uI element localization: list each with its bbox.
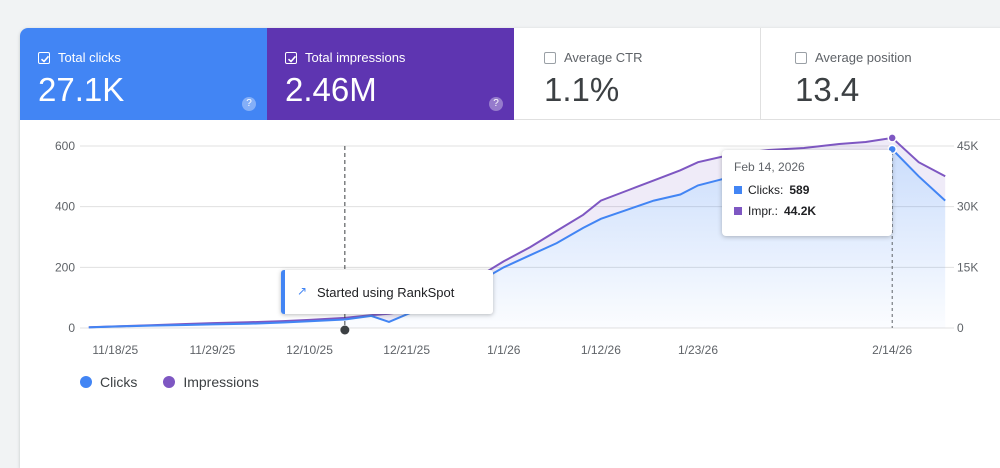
annotation-marker-dot <box>340 325 350 335</box>
checkbox-checked-icon[interactable] <box>38 52 50 64</box>
y-right-tick-label: 15K <box>957 260 978 274</box>
metric-average-ctr[interactable]: Average CTR 1.1% <box>514 28 761 120</box>
tooltip-impr-value: 44.2K <box>784 204 817 218</box>
legend-item-impressions[interactable]: Impressions <box>163 374 259 390</box>
metric-value: 2.46M <box>285 71 377 108</box>
metric-tabs: Total clicks 27.1K ? Total impressions 2… <box>20 28 1000 120</box>
metric-label: Total impressions <box>305 50 406 65</box>
metric-label: Average position <box>815 50 912 65</box>
clicks-dot-icon <box>80 376 92 388</box>
checkbox-unchecked-icon[interactable] <box>544 52 556 64</box>
metric-total-clicks[interactable]: Total clicks 27.1K ? <box>20 28 267 120</box>
help-icon[interactable]: ? <box>489 97 503 111</box>
chart-tooltip: Feb 14, 2026 Clicks: 589 Impr.: 44.2K <box>722 150 892 236</box>
y-left-tick-label: 400 <box>55 200 75 214</box>
impressions-dot-icon <box>163 376 176 388</box>
metric-value: 1.1% <box>544 71 620 108</box>
metric-label: Total clicks <box>58 50 121 65</box>
performance-card: Total clicks 27.1K ? Total impressions 2… <box>20 28 1000 468</box>
x-tick-label: 12/10/25 <box>286 343 333 357</box>
annotation-pin-icon: ↗ <box>297 284 308 298</box>
y-right-tick-label: 0 <box>957 321 964 335</box>
x-tick-label: 12/21/25 <box>383 343 430 357</box>
y-left-tick-label: 0 <box>68 321 75 335</box>
y-right-tick-label: 45K <box>957 139 978 153</box>
checkbox-checked-icon[interactable] <box>285 52 297 64</box>
clicks-swatch <box>734 186 742 194</box>
x-tick-label: 1/23/26 <box>678 343 718 357</box>
tooltip-impr-label: Impr.: <box>748 204 779 218</box>
x-tick-label: 11/29/25 <box>190 343 236 357</box>
metric-value: 13.4 <box>795 71 860 108</box>
help-icon[interactable]: ? <box>242 97 256 111</box>
y-right-tick-label: 30K <box>957 200 978 214</box>
tooltip-row-clicks: Clicks: 589 <box>734 183 809 197</box>
tooltip-clicks-value: 589 <box>789 183 810 197</box>
metric-value: 27.1K <box>38 71 125 108</box>
annotation-card[interactable]: ↗ Started using RankSpot <box>281 270 493 314</box>
tooltip-date: Feb 14, 2026 <box>734 160 805 174</box>
metric-average-position[interactable]: Average position 13.4 <box>761 28 1000 120</box>
tooltip-row-impressions: Impr.: 44.2K <box>734 204 816 218</box>
annotation-text: Started using RankSpot <box>317 285 455 300</box>
checkbox-unchecked-icon[interactable] <box>795 52 807 64</box>
x-tick-label: 1/1/26 <box>487 343 521 357</box>
impressions-series-line <box>88 136 946 329</box>
y-left-tick-label: 200 <box>55 260 75 274</box>
legend-label-impressions: Impressions <box>183 374 259 390</box>
metric-total-impressions[interactable]: Total impressions 2.46M ? <box>267 28 514 120</box>
impressions-hover-point <box>887 133 897 143</box>
legend-item-clicks[interactable]: Clicks <box>80 374 137 390</box>
tooltip-clicks-label: Clicks: <box>748 183 784 197</box>
chart-legend: Clicks Impressions <box>80 374 259 390</box>
x-tick-label: 1/12/26 <box>581 343 621 357</box>
legend-label-clicks: Clicks <box>100 374 138 390</box>
impressions-swatch <box>734 207 742 215</box>
metric-label: Average CTR <box>564 50 643 65</box>
x-tick-label: 11/18/25 <box>92 343 138 357</box>
y-left-tick-label: 600 <box>55 139 75 153</box>
x-tick-label: 2/14/26 <box>872 343 912 357</box>
